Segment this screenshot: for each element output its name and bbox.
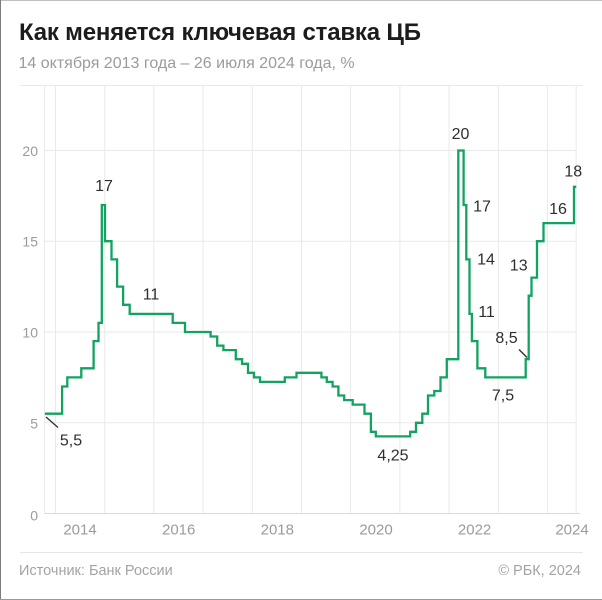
svg-text:5: 5 — [30, 415, 38, 431]
svg-text:15: 15 — [22, 234, 38, 250]
svg-text:2018: 2018 — [261, 522, 294, 539]
svg-text:4,25: 4,25 — [377, 448, 408, 465]
svg-text:8,5: 8,5 — [495, 330, 517, 347]
svg-text:2020: 2020 — [359, 522, 392, 539]
svg-text:2014: 2014 — [63, 522, 96, 539]
svg-text:18: 18 — [564, 164, 582, 181]
svg-text:2022: 2022 — [458, 522, 491, 539]
svg-text:11: 11 — [143, 287, 160, 304]
svg-text:7,5: 7,5 — [492, 387, 514, 404]
svg-text:11: 11 — [478, 304, 495, 321]
svg-text:5,5: 5,5 — [60, 433, 82, 450]
svg-text:2016: 2016 — [162, 522, 195, 539]
svg-text:2024: 2024 — [555, 522, 588, 539]
svg-text:16: 16 — [549, 201, 567, 218]
svg-text:20: 20 — [452, 126, 470, 143]
svg-text:10: 10 — [22, 325, 38, 341]
svg-text:0: 0 — [30, 508, 38, 524]
svg-text:13: 13 — [510, 257, 528, 274]
svg-text:17: 17 — [95, 178, 113, 195]
svg-text:20: 20 — [22, 143, 38, 159]
svg-text:14: 14 — [477, 252, 495, 269]
svg-text:17: 17 — [473, 198, 491, 215]
